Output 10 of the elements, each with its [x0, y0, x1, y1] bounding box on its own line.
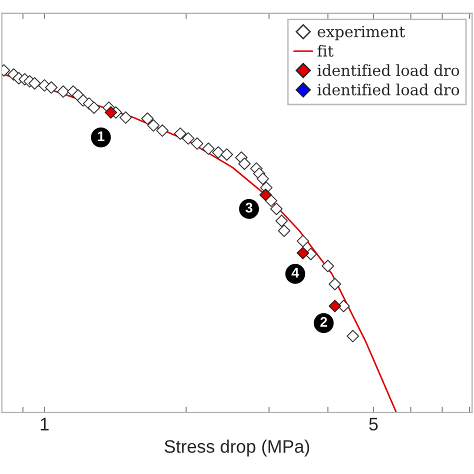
annotation: 1 [98, 131, 104, 142]
annotation: 2 [320, 317, 328, 327]
x-tick-label: 5 [369, 418, 378, 431]
legend-label: identified load dro [318, 84, 460, 96]
legend-label: identified load dro [318, 64, 460, 76]
legend-label: experiment [318, 26, 406, 40]
annotation: 4 [292, 268, 300, 278]
annotation: 3 [245, 202, 252, 213]
x-axis-title: Stress drop (MPa) [164, 440, 310, 456]
legend-label: fit [318, 44, 334, 57]
